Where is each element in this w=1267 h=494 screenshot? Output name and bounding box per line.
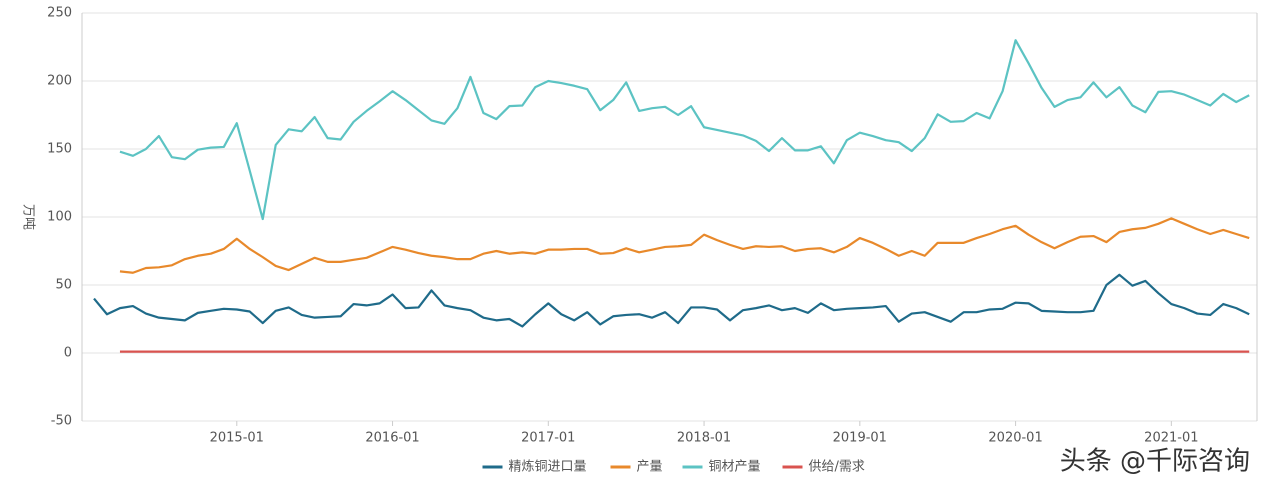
y-tick-label: 250 (47, 6, 72, 21)
y-tick-label: 100 (47, 210, 72, 225)
legend-item[interactable]: 精炼铜进口量 (482, 460, 587, 475)
series-line (119, 217, 1250, 274)
legend-item[interactable]: 铜材产量 (682, 460, 761, 475)
y-tick-label: 50 (55, 278, 72, 293)
legend-label: 产量 (637, 460, 663, 475)
series-line (119, 39, 1250, 221)
legend-label: 精炼铜进口量 (509, 460, 587, 475)
series-line (93, 273, 1250, 328)
x-tick-label: 2019-01 (833, 431, 887, 446)
x-tick-label: 2017-01 (521, 431, 575, 446)
y-tick-label: 200 (47, 74, 72, 89)
legend-label: 铜材产量 (709, 460, 761, 475)
x-tick-label: 2016-01 (365, 431, 419, 446)
legend-item[interactable]: 产量 (610, 460, 663, 475)
watermark: 头条 @千际咨询 (1060, 447, 1250, 477)
y-tick-label: -50 (51, 414, 72, 429)
y-tick-label: 150 (47, 142, 72, 157)
y-axis-label: 万吨 (21, 204, 36, 230)
y-tick-label: 0 (64, 346, 72, 361)
x-tick-label: 2021-01 (1144, 431, 1198, 446)
x-tick-label: 2015-01 (210, 431, 264, 446)
x-tick-label: 2018-01 (677, 431, 731, 446)
legend-label: 供给/需求 (809, 460, 865, 475)
legend-item[interactable]: 供给/需求 (782, 460, 865, 475)
x-tick-label: 2020-01 (988, 431, 1042, 446)
